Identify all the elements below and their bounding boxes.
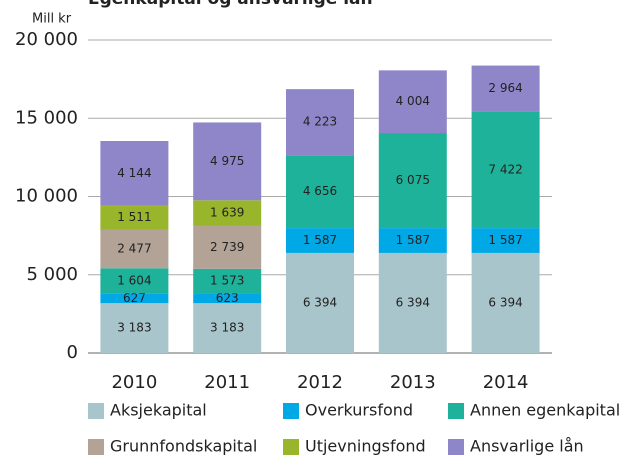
chart-title: Egenkapital og ansvarlige lån	[88, 0, 373, 9]
legend-swatch	[88, 439, 104, 455]
value-label: 6 394	[303, 295, 337, 309]
legend-swatch	[448, 403, 464, 419]
value-label: 623	[216, 291, 239, 305]
value-label: 3 183	[210, 321, 244, 335]
value-label: 6 394	[396, 295, 430, 309]
bar-segment	[193, 303, 262, 353]
bar-segment	[193, 122, 262, 201]
bar-segment	[286, 252, 354, 353]
value-label: 6 394	[488, 295, 522, 309]
legend-label: Grunnfondskapital	[110, 437, 257, 456]
value-label: 7 422	[488, 163, 522, 177]
legend-label: Aksjekapital	[110, 401, 207, 420]
x-tick-label: 2010	[111, 372, 157, 393]
bar-segment	[286, 155, 354, 229]
bar-segment	[471, 228, 540, 253]
bar-segment	[378, 228, 447, 253]
value-label: 2 964	[488, 81, 522, 95]
bar-segment	[100, 205, 169, 230]
value-label: 1 587	[303, 233, 337, 247]
legend-label: Ansvarlige lån	[470, 437, 584, 456]
legend-label: Overkursfond	[305, 401, 413, 420]
value-label: 6 075	[396, 173, 430, 187]
y-axis-label: Mill kr	[32, 12, 72, 27]
bar-segment	[471, 252, 540, 353]
x-tick-label: 2011	[204, 372, 250, 393]
bar-segment	[471, 111, 540, 229]
value-label: 4 004	[396, 94, 430, 108]
y-tick-label: 0	[67, 342, 78, 363]
value-label: 3 183	[117, 321, 151, 335]
x-tick-label: 2014	[483, 372, 529, 393]
legend-swatch	[283, 439, 299, 455]
value-label: 1 604	[117, 273, 151, 287]
bar-segment	[193, 200, 262, 226]
bar-segment	[100, 229, 169, 269]
value-label: 1 573	[210, 274, 244, 288]
bar-segment	[378, 133, 447, 229]
x-tick-label: 2013	[390, 372, 436, 393]
y-tick-label: 5 000	[26, 264, 78, 285]
bar-segment	[471, 65, 540, 112]
y-tick-label: 10 000	[15, 186, 78, 207]
bar-segment	[100, 293, 169, 304]
value-label: 1 511	[117, 210, 151, 224]
value-label: 1 587	[396, 233, 430, 247]
legend-swatch	[88, 403, 104, 419]
bar-segment	[100, 303, 169, 353]
legend-swatch	[448, 439, 464, 455]
value-label: 1 639	[210, 206, 244, 220]
value-label: 1 587	[488, 233, 522, 247]
value-label: 4 223	[303, 115, 337, 129]
value-label: 2 739	[210, 240, 244, 254]
value-label: 2 477	[117, 241, 151, 255]
bar-segment	[193, 293, 262, 304]
value-label: 4 656	[303, 184, 337, 198]
value-label: 4 144	[117, 166, 151, 180]
value-label: 4 975	[210, 154, 244, 168]
bar-segment	[193, 225, 262, 269]
bar-segment	[378, 70, 447, 134]
bar-segment	[378, 252, 447, 353]
bar-segment	[286, 228, 354, 253]
legend-label: Annen egenkapital	[470, 401, 620, 420]
value-label: 627	[123, 291, 146, 305]
bar-segment	[193, 268, 262, 294]
bar-segment	[286, 89, 354, 156]
bar-segment	[100, 141, 169, 206]
bar-segment	[100, 268, 169, 294]
legend-label: Utjevningsfond	[305, 437, 426, 456]
x-tick-label: 2012	[297, 372, 343, 393]
y-tick-label: 20 000	[15, 29, 78, 50]
y-tick-label: 15 000	[15, 107, 78, 128]
legend-swatch	[283, 403, 299, 419]
